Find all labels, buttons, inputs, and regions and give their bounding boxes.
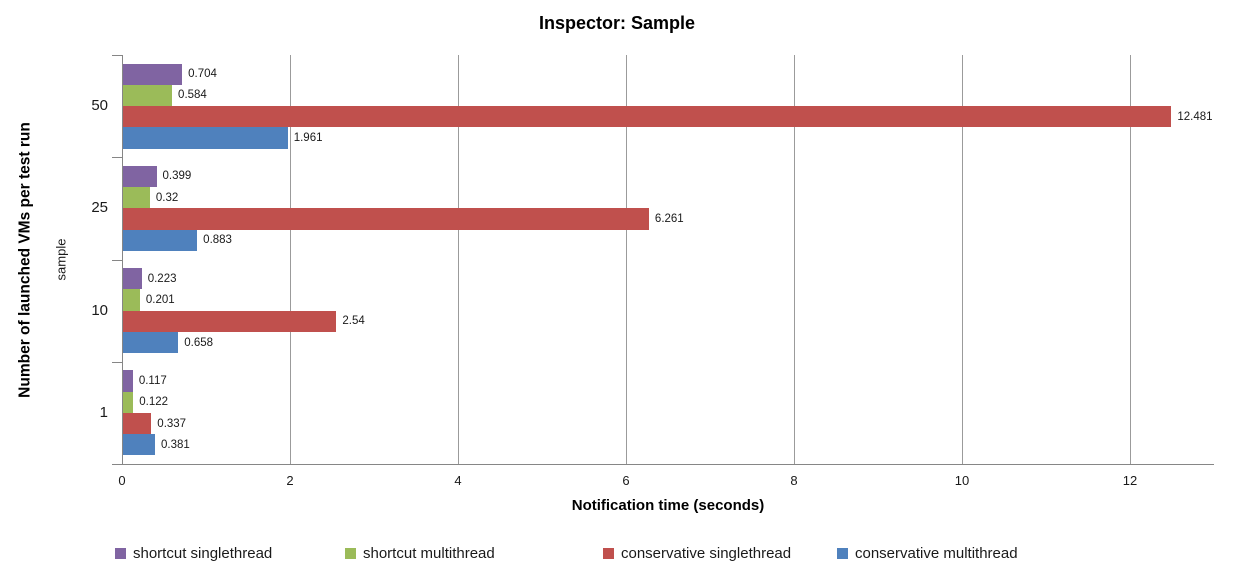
legend-swatch-icon bbox=[345, 547, 356, 559]
bar bbox=[123, 229, 198, 251]
legend-item: conservative multithread bbox=[837, 543, 1018, 563]
gridline bbox=[290, 55, 291, 464]
x-tick-label: 2 bbox=[286, 473, 294, 488]
category-label: 10 bbox=[91, 301, 108, 319]
bar-value-label: 0.223 bbox=[147, 272, 177, 285]
gridline bbox=[1130, 55, 1131, 464]
bar-value-label: 0.381 bbox=[161, 438, 190, 451]
category-tick bbox=[112, 157, 122, 159]
bar bbox=[123, 63, 183, 85]
x-tick-label: 0 bbox=[118, 473, 126, 488]
bar-value-label: 6.261 bbox=[654, 213, 684, 225]
bar bbox=[123, 289, 140, 311]
y-axis-line bbox=[122, 55, 123, 464]
bar-value-label: 12.481 bbox=[1177, 110, 1213, 123]
bar bbox=[123, 434, 155, 456]
bar-value-label: 0.658 bbox=[184, 336, 214, 349]
bar-value-label: 0.122 bbox=[139, 396, 169, 409]
legend-item: conservative singlethread bbox=[603, 543, 791, 563]
gridline bbox=[962, 55, 963, 464]
category-tick bbox=[112, 464, 122, 465]
x-tick-label: 12 bbox=[1122, 473, 1138, 488]
bar bbox=[123, 187, 150, 209]
category-label: 1 bbox=[99, 403, 108, 421]
bar bbox=[123, 106, 1172, 128]
legend-swatch-icon bbox=[603, 547, 614, 559]
chart-title: Inspector: Sample bbox=[538, 13, 696, 33]
bar-value-label: 0.117 bbox=[138, 374, 167, 387]
legend-label: conservative singlethread bbox=[621, 544, 792, 562]
gridline bbox=[794, 55, 795, 464]
legend-label: shortcut singlethread bbox=[133, 544, 273, 562]
legend-label: conservative multithread bbox=[855, 544, 1018, 562]
plot-area: 0.704 0.399 0.223 0.117 0.584 0.32 0.201 0.122 1… bbox=[112, 55, 1214, 465]
bar bbox=[123, 412, 152, 435]
x-tick-label: 6 bbox=[622, 473, 630, 488]
legend-swatch-icon bbox=[837, 547, 848, 559]
bar bbox=[123, 127, 288, 149]
y-axis-subtitle: sample bbox=[53, 238, 69, 281]
bar bbox=[123, 370, 133, 392]
x-axis-title: Notification time (seconds) bbox=[571, 497, 765, 514]
bar bbox=[123, 391, 134, 413]
gridline bbox=[458, 55, 459, 464]
y-axis-title: Number of launched VMs per test run bbox=[16, 122, 34, 398]
bar-value-label: 0.584 bbox=[178, 89, 207, 102]
category-tick bbox=[112, 55, 122, 56]
bar bbox=[123, 268, 142, 290]
bar bbox=[123, 331, 179, 354]
category-tick bbox=[112, 259, 122, 261]
bar bbox=[123, 165, 157, 188]
bar-value-label: 2.54 bbox=[342, 315, 365, 328]
category-label: 50 bbox=[91, 97, 108, 115]
legend-item: shortcut singlethread bbox=[115, 543, 272, 563]
bar-value-label: 0.32 bbox=[155, 191, 179, 204]
category-tick bbox=[112, 361, 122, 363]
legend-swatch-icon bbox=[115, 547, 126, 559]
bar bbox=[123, 310, 337, 332]
legend-label: shortcut multithread bbox=[363, 544, 495, 562]
bar bbox=[123, 84, 173, 107]
bar-value-label: 0.337 bbox=[157, 417, 187, 430]
bar-value-label: 0.201 bbox=[145, 293, 175, 306]
x-tick-label: 8 bbox=[790, 473, 798, 488]
bar-value-label: 1.961 bbox=[293, 132, 323, 145]
bar-value-label: 0.883 bbox=[203, 234, 232, 247]
gridline bbox=[626, 55, 627, 464]
category-label: 25 bbox=[91, 199, 108, 217]
x-axis-line bbox=[122, 464, 1214, 465]
x-tick-label: 4 bbox=[454, 473, 462, 488]
bar bbox=[123, 208, 649, 230]
bar-value-label: 0.704 bbox=[188, 68, 217, 81]
x-tick-label: 10 bbox=[954, 473, 970, 488]
legend: shortcut singlethread shortcut multithrea… bbox=[0, 543, 1234, 563]
legend-item: shortcut multithread bbox=[345, 543, 495, 563]
bar-value-label: 0.399 bbox=[162, 170, 192, 183]
